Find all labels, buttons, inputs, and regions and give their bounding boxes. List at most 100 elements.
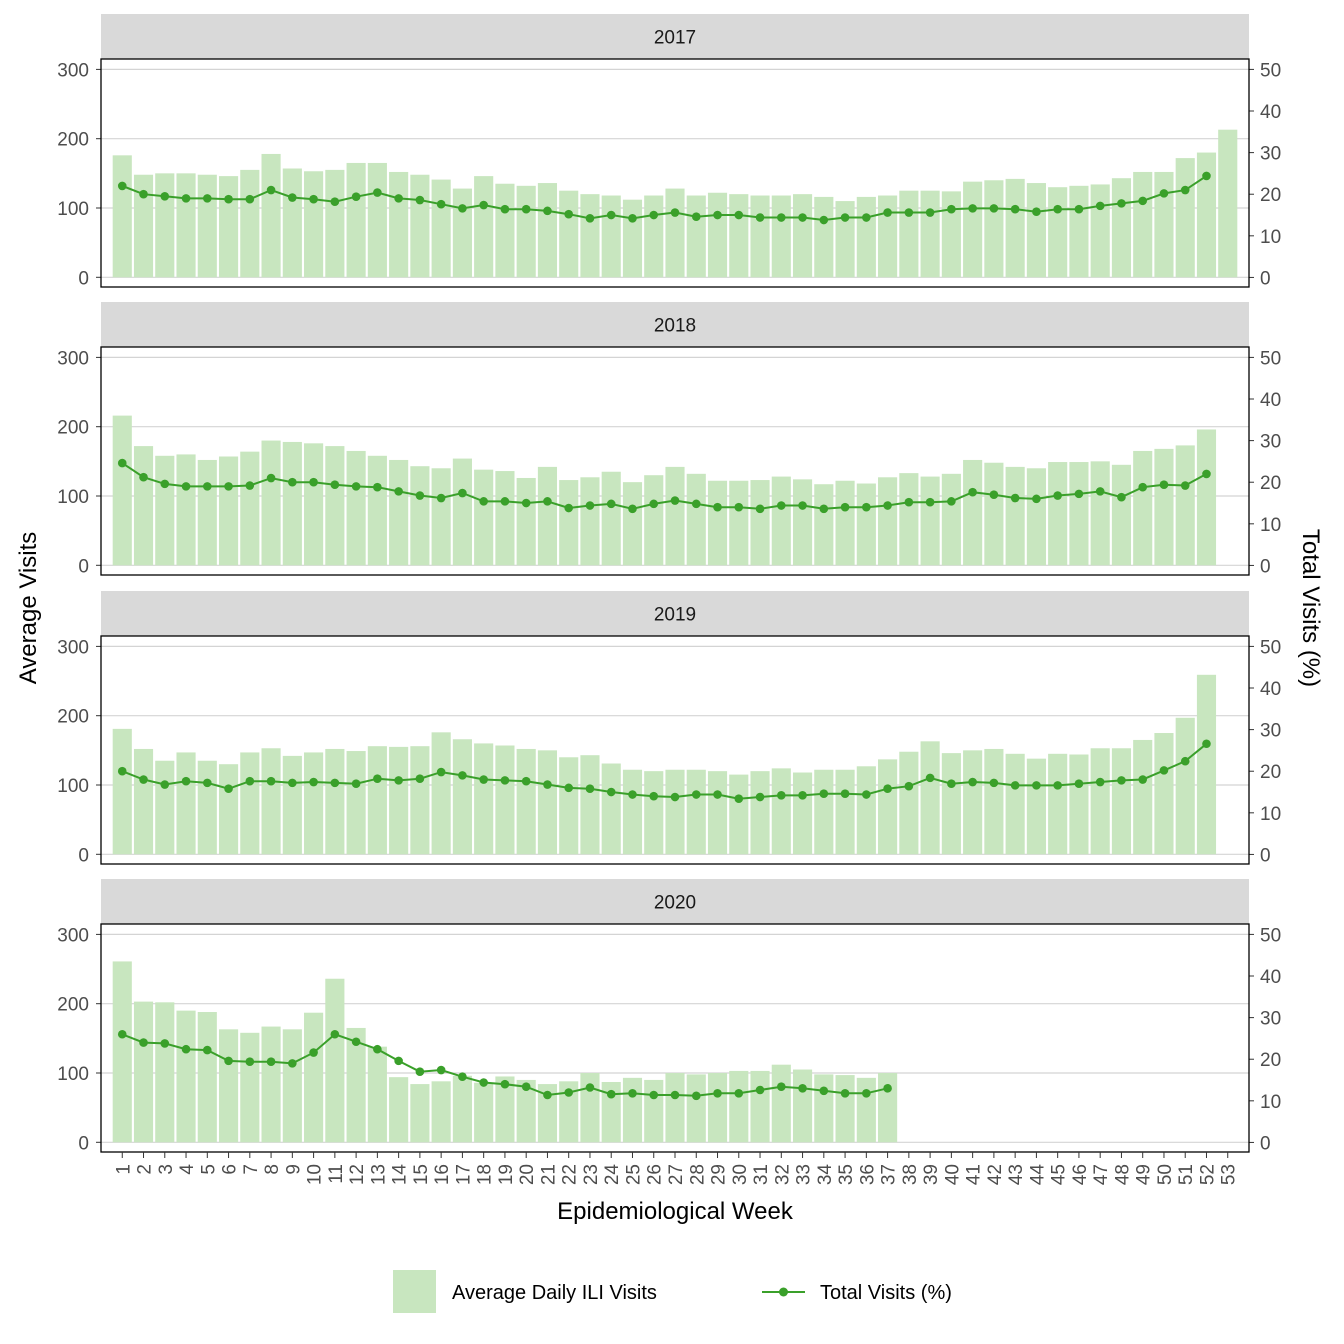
bar bbox=[1005, 753, 1025, 855]
bar bbox=[920, 741, 940, 855]
x-tick-label: 7 bbox=[241, 1164, 262, 1175]
line-point bbox=[415, 491, 425, 500]
bar bbox=[452, 739, 472, 855]
line-point bbox=[245, 776, 255, 786]
bar bbox=[750, 1070, 770, 1143]
bar bbox=[771, 1064, 791, 1143]
bar bbox=[963, 181, 983, 278]
x-tick-label: 8 bbox=[262, 1164, 283, 1175]
line-point bbox=[1159, 766, 1169, 775]
bar bbox=[1133, 171, 1153, 278]
y-tick-label: 200 bbox=[57, 707, 89, 728]
line-point bbox=[883, 1084, 892, 1093]
line-point bbox=[1202, 171, 1211, 181]
y2-tick-label: 30 bbox=[1260, 144, 1281, 165]
panel-strip bbox=[101, 302, 1249, 347]
y-tick-label: 300 bbox=[57, 925, 89, 946]
bar bbox=[346, 1027, 366, 1143]
line-point bbox=[713, 1089, 722, 1098]
bar bbox=[176, 1010, 196, 1143]
bar bbox=[1111, 464, 1132, 566]
line-point bbox=[798, 501, 807, 510]
bar bbox=[197, 174, 217, 278]
bar bbox=[1111, 748, 1132, 855]
bar bbox=[559, 757, 579, 855]
bar bbox=[856, 1077, 876, 1143]
bar bbox=[1026, 183, 1046, 278]
line-point bbox=[734, 210, 744, 220]
line-point bbox=[309, 777, 318, 787]
line-point bbox=[755, 213, 765, 222]
line-point bbox=[458, 1072, 467, 1081]
line-point bbox=[755, 504, 765, 514]
bar bbox=[835, 769, 855, 855]
bar bbox=[1218, 129, 1238, 278]
bar bbox=[1069, 185, 1089, 278]
bar bbox=[452, 458, 472, 566]
line-point bbox=[288, 193, 297, 202]
x-tick-label: 49 bbox=[1134, 1164, 1155, 1185]
line-point bbox=[649, 1090, 659, 1100]
line-point bbox=[373, 774, 382, 784]
legend-line-label: Total Visits (%) bbox=[820, 1282, 952, 1304]
bar bbox=[665, 188, 685, 278]
line-point bbox=[713, 502, 722, 512]
bar bbox=[495, 183, 515, 278]
line-point bbox=[181, 194, 191, 203]
bar bbox=[1069, 462, 1089, 566]
bar bbox=[218, 1029, 239, 1143]
x-tick-label: 4 bbox=[177, 1164, 198, 1175]
line-point bbox=[1053, 491, 1062, 500]
y-tick-label: 200 bbox=[57, 995, 89, 1016]
line-point bbox=[543, 497, 552, 506]
line-point bbox=[543, 780, 552, 789]
line-point bbox=[606, 499, 616, 509]
bar bbox=[410, 1084, 430, 1143]
x-tick-label: 18 bbox=[475, 1164, 496, 1185]
bar bbox=[878, 759, 898, 855]
bar bbox=[218, 764, 239, 855]
y-tick-label: 0 bbox=[78, 268, 89, 289]
x-tick-label: 51 bbox=[1176, 1164, 1197, 1185]
line-point bbox=[713, 210, 722, 220]
line-point bbox=[1117, 776, 1126, 785]
bar bbox=[601, 763, 621, 855]
x-tick-label: 16 bbox=[432, 1164, 453, 1185]
line-point bbox=[649, 210, 659, 220]
line-point bbox=[266, 776, 276, 786]
line-point bbox=[394, 776, 403, 785]
bar bbox=[622, 482, 643, 566]
panel-border bbox=[100, 346, 1250, 576]
bar bbox=[1196, 674, 1217, 855]
bar bbox=[686, 473, 706, 566]
bar bbox=[1005, 466, 1025, 566]
bar bbox=[559, 190, 579, 278]
bar bbox=[346, 162, 366, 278]
line-point bbox=[883, 501, 892, 510]
line-point bbox=[500, 776, 510, 785]
panel-2019: 2019 0 100 200 300 0 10 20 30 40 50 bbox=[57, 591, 1281, 866]
line-point bbox=[1095, 777, 1105, 787]
bar bbox=[261, 440, 281, 566]
bar bbox=[452, 1075, 472, 1143]
bar bbox=[644, 771, 664, 855]
line-point bbox=[500, 1079, 510, 1089]
bar bbox=[282, 755, 302, 855]
bar bbox=[1154, 171, 1174, 278]
x-tick-label: 53 bbox=[1219, 1164, 1240, 1185]
x-tick-label: 35 bbox=[836, 1164, 857, 1185]
x-tick-label: 12 bbox=[347, 1164, 368, 1185]
bar bbox=[389, 171, 409, 278]
bar bbox=[814, 484, 834, 566]
line-point bbox=[160, 780, 170, 789]
line-point bbox=[798, 213, 807, 222]
x-tick-label: 21 bbox=[538, 1164, 559, 1185]
line-point bbox=[1138, 196, 1148, 206]
y2-tick-label: 50 bbox=[1260, 637, 1281, 658]
panel-strip bbox=[101, 879, 1249, 924]
bar bbox=[537, 750, 558, 855]
y2-axis-title: Total Visits (%) bbox=[1297, 529, 1324, 687]
line-point bbox=[564, 209, 574, 219]
line-point bbox=[904, 497, 914, 507]
line-point bbox=[1138, 775, 1148, 784]
